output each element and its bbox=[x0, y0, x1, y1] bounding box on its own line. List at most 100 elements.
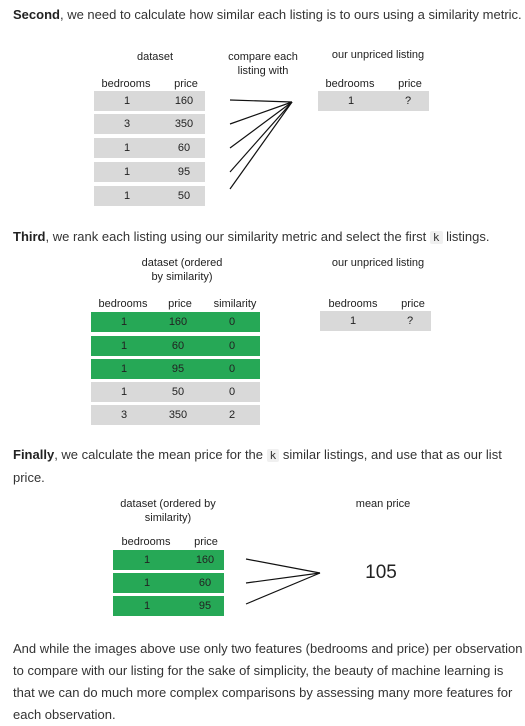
para4-line3: that we can do much more complex compari… bbox=[13, 685, 513, 700]
fig1-connector-line bbox=[229, 101, 293, 125]
fig2-row: 1 50 0 bbox=[91, 382, 260, 402]
fig3-row-selected: 1 95 bbox=[113, 596, 224, 616]
fig3-mean-title: mean price bbox=[355, 498, 411, 510]
fig1-connector-line bbox=[229, 101, 293, 173]
fig3-col-bedrooms: bedrooms bbox=[121, 536, 171, 548]
fig2-col-similarity: similarity bbox=[213, 298, 257, 310]
fig3-dataset-line1: dataset (ordered by bbox=[120, 498, 216, 510]
fig2-row-bedrooms: 1 bbox=[120, 316, 128, 328]
para1-bold: Second bbox=[13, 7, 60, 22]
fig3-row-bedrooms: 1 bbox=[143, 577, 151, 589]
para3-line2: price. bbox=[13, 470, 45, 485]
fig2-row-similarity: 2 bbox=[228, 409, 236, 421]
fig2-row-bedrooms: 3 bbox=[120, 409, 128, 421]
fig1-row-bedrooms: 1 bbox=[123, 166, 131, 178]
fig1-unpriced-title: our unpriced listing bbox=[331, 49, 425, 61]
para2-text-pre: , we rank each listing using our similar… bbox=[45, 229, 430, 244]
fig3-row-price: 60 bbox=[198, 577, 212, 589]
fig2-unpriced-title: our unpriced listing bbox=[331, 257, 425, 269]
paragraph-third: Third, we rank each listing using our si… bbox=[13, 226, 489, 249]
para3-text-post: similar listings, and use that as our li… bbox=[279, 447, 502, 462]
fig2-unpriced-bedrooms: 1 bbox=[349, 315, 357, 327]
paragraph-closing: And while the images above use only two … bbox=[13, 638, 522, 726]
para4-line1: And while the images above use only two … bbox=[13, 641, 523, 656]
fig3-connector-line bbox=[245, 572, 321, 584]
fig1-dataset-title: dataset bbox=[136, 51, 174, 63]
fig1-unpriced-row: 1 ? bbox=[318, 91, 429, 111]
fig1-row-price: 50 bbox=[177, 190, 191, 202]
fig1-row-price: 350 bbox=[174, 118, 194, 130]
fig1-row: 3 350 bbox=[94, 114, 205, 134]
fig1-unpriced-bedrooms: 1 bbox=[347, 95, 355, 107]
fig2-row-price: 60 bbox=[171, 340, 185, 352]
fig2-unpriced-col-price: price bbox=[401, 298, 425, 310]
fig1-row-price: 60 bbox=[177, 142, 191, 154]
fig1-connector-line bbox=[229, 101, 293, 149]
fig1-row: 1 50 bbox=[94, 186, 205, 206]
fig3-row-selected: 1 160 bbox=[113, 550, 224, 570]
fig2-row-selected: 1 60 0 bbox=[91, 336, 260, 356]
para4-line2: to compare with our listing for the sake… bbox=[13, 663, 504, 678]
fig3-row-bedrooms: 1 bbox=[143, 600, 151, 612]
fig2-dataset-line2: by similarity) bbox=[151, 271, 213, 283]
fig1-compare-line1: compare each bbox=[228, 51, 298, 63]
fig1-row: 1 60 bbox=[94, 138, 205, 158]
fig3-connector-line bbox=[245, 558, 321, 574]
para2-code-k: k bbox=[429, 231, 443, 244]
fig2-row-similarity: 0 bbox=[228, 340, 236, 352]
fig1-row-bedrooms: 1 bbox=[123, 95, 131, 107]
fig2-unpriced-price: ? bbox=[406, 315, 414, 327]
fig1-col-price: price bbox=[174, 78, 198, 90]
fig1-row: 1 95 bbox=[94, 162, 205, 182]
fig2-row-bedrooms: 1 bbox=[120, 340, 128, 352]
para3-code-k: k bbox=[266, 449, 280, 462]
fig2-row-price: 160 bbox=[168, 316, 188, 328]
para4-line4: each observation. bbox=[13, 707, 116, 722]
fig2-row-similarity: 0 bbox=[228, 316, 236, 328]
fig2-row-bedrooms: 1 bbox=[120, 363, 128, 375]
fig1-unpriced-col-price: price bbox=[398, 78, 422, 90]
fig3-connector-line bbox=[245, 572, 321, 605]
fig2-row-bedrooms: 1 bbox=[120, 386, 128, 398]
para3-bold: Finally bbox=[13, 447, 55, 462]
fig1-row-bedrooms: 1 bbox=[123, 142, 131, 154]
fig2-unpriced-col-bedrooms: bedrooms bbox=[328, 298, 378, 310]
paragraph-finally: Finally, we calculate the mean price for… bbox=[13, 444, 502, 489]
fig3-col-price: price bbox=[194, 536, 218, 548]
fig1-row-price: 160 bbox=[174, 95, 194, 107]
fig2-col-bedrooms: bedrooms bbox=[98, 298, 148, 310]
para2-bold: Third bbox=[13, 229, 46, 244]
fig1-unpriced-col-bedrooms: bedrooms bbox=[325, 78, 375, 90]
fig3-row-selected: 1 60 bbox=[113, 573, 224, 593]
fig3-row-bedrooms: 1 bbox=[143, 554, 151, 566]
fig2-row-selected: 1 95 0 bbox=[91, 359, 260, 379]
fig1-row-price: 95 bbox=[177, 166, 191, 178]
fig2-unpriced-row: 1 ? bbox=[320, 311, 431, 331]
para1-text: , we need to calculate how similar each … bbox=[59, 7, 522, 22]
fig1-row: 1 160 bbox=[94, 91, 205, 111]
fig2-row: 3 350 2 bbox=[91, 405, 260, 425]
mean-price-value: 105 bbox=[365, 562, 397, 583]
fig3-row-price: 95 bbox=[198, 600, 212, 612]
fig1-row-bedrooms: 3 bbox=[123, 118, 131, 130]
fig2-col-price: price bbox=[168, 298, 192, 310]
fig1-col-bedrooms: bedrooms bbox=[101, 78, 151, 90]
fig1-row-bedrooms: 1 bbox=[123, 190, 131, 202]
fig3-dataset-line2: similarity) bbox=[144, 512, 192, 524]
fig1-connector-line bbox=[229, 101, 293, 190]
fig1-connector-line bbox=[229, 99, 293, 103]
fig1-unpriced-price: ? bbox=[404, 95, 412, 107]
fig2-row-similarity: 0 bbox=[228, 363, 236, 375]
fig2-row-price: 350 bbox=[168, 409, 188, 421]
fig2-row-selected: 1 160 0 bbox=[91, 312, 260, 332]
para2-text-post: listings. bbox=[442, 229, 490, 244]
paragraph-second: Second, we need to calculate how similar… bbox=[13, 4, 522, 26]
fig2-row-price: 95 bbox=[171, 363, 185, 375]
fig2-row-price: 50 bbox=[171, 386, 185, 398]
fig3-row-price: 160 bbox=[195, 554, 215, 566]
para3-text-pre: , we calculate the mean price for the bbox=[54, 447, 267, 462]
fig2-dataset-line1: dataset (ordered bbox=[141, 257, 223, 269]
fig2-row-similarity: 0 bbox=[228, 386, 236, 398]
fig1-compare-line2: listing with bbox=[237, 65, 289, 77]
